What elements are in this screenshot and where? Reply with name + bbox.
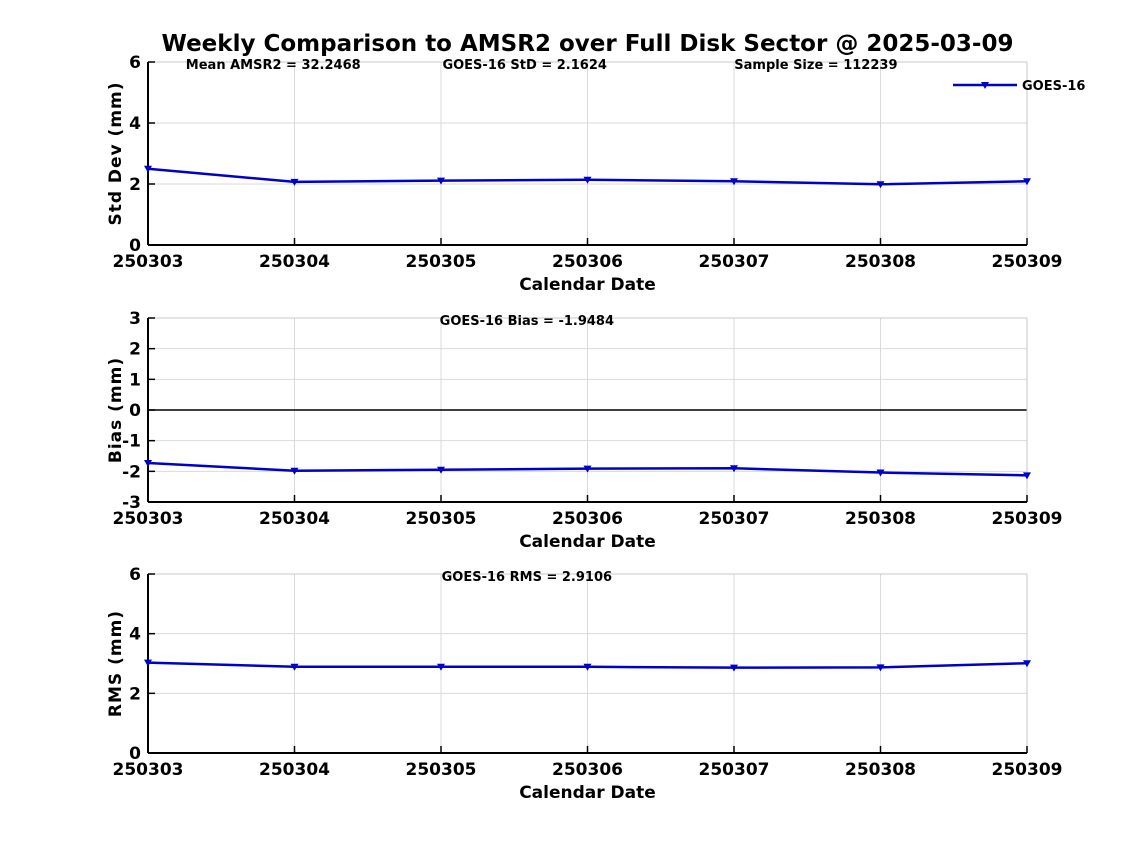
annotation-text: Sample Size = 112239	[734, 58, 897, 73]
x-tick-label: 250304	[259, 252, 330, 272]
y-tick-label: 2	[129, 340, 141, 360]
y-tick-label: 2	[129, 684, 141, 704]
x-tick-label: 250309	[992, 252, 1063, 272]
x-tick-label: 250305	[406, 252, 477, 272]
annotation-text: GOES-16 RMS = 2.9106	[442, 570, 612, 585]
y-tick-label: -1	[122, 432, 141, 452]
annotation-text: GOES-16 StD = 2.1624	[442, 58, 606, 73]
data-point-marker	[730, 664, 738, 672]
x-tick-label: 250306	[552, 252, 623, 272]
annotation-text: Mean AMSR2 = 32.2468	[186, 58, 361, 73]
data-point-marker	[1023, 660, 1031, 668]
x-tick-label: 250307	[699, 509, 770, 529]
x-axis-title: Calendar Date	[519, 275, 656, 295]
data-point-marker	[876, 181, 885, 189]
data-point-marker	[290, 178, 299, 186]
y-tick-label: -3	[122, 493, 141, 513]
legend-label: GOES-16	[1022, 79, 1085, 94]
x-tick-label: 250308	[845, 760, 916, 780]
figure-title: Weekly Comparison to AMSR2 over Full Dis…	[161, 31, 1014, 57]
y-tick-label: -2	[122, 462, 141, 482]
x-tick-label: 250308	[845, 509, 916, 529]
data-point-marker	[876, 664, 885, 672]
x-axis-title: Calendar Date	[519, 783, 656, 803]
y-tick-label: 0	[129, 401, 141, 421]
y-tick-label: 4	[129, 625, 141, 645]
data-point-marker	[583, 663, 592, 671]
x-tick-label: 250307	[699, 252, 770, 272]
chart-rms: 250303 250304 250305 250306 250307 250308 2503…	[106, 565, 1063, 803]
y-tick-label: 1	[129, 370, 141, 390]
y-tick-label: 0	[129, 744, 141, 764]
data-point-marker	[290, 663, 299, 671]
x-tick-label: 250307	[699, 760, 770, 780]
annotation-text: GOES-16 Bias = -1.9484	[440, 314, 614, 329]
legend-marker	[981, 82, 989, 89]
data-point-marker	[583, 465, 592, 473]
x-tick-label: 250306	[552, 760, 623, 780]
y-tick-label: 6	[129, 565, 141, 585]
x-tick-label: 250305	[406, 509, 477, 529]
data-point-marker	[144, 659, 152, 667]
x-tick-label: 250304	[259, 760, 330, 780]
data-point-marker	[437, 177, 445, 185]
data-point-marker	[730, 465, 738, 473]
data-point-marker	[1023, 178, 1031, 186]
x-tick-label: 250309	[992, 760, 1063, 780]
data-point-marker	[290, 467, 299, 475]
x-tick-label: 250303	[113, 760, 184, 780]
x-tick-label: 250309	[992, 509, 1063, 529]
x-tick-label: 250303	[113, 509, 184, 529]
y-tick-label: 3	[129, 309, 141, 329]
data-point-marker	[876, 469, 885, 477]
y-axis-title: Bias (mm)	[106, 357, 126, 463]
y-tick-label: 6	[129, 53, 141, 73]
y-axis-title: Std Dev (mm)	[106, 81, 126, 225]
x-axis-title: Calendar Date	[519, 532, 656, 552]
x-tick-label: 250305	[406, 760, 477, 780]
y-axis-title: RMS (mm)	[106, 610, 126, 717]
data-point-marker	[583, 176, 592, 184]
x-tick-label: 250308	[845, 252, 916, 272]
data-point-marker	[144, 460, 152, 468]
x-tick-label: 250303	[113, 252, 184, 272]
data-point-marker	[144, 165, 152, 173]
x-tick-label: 250304	[259, 509, 330, 529]
data-point-marker	[730, 178, 738, 186]
x-tick-label: 250306	[552, 509, 623, 529]
chart-std-dev: 250303 250304 250305 250306 250307 250308 2503…	[106, 53, 1085, 295]
data-point-marker	[1023, 472, 1031, 480]
y-tick-label: 0	[129, 236, 141, 256]
chart-bias: 250303 250304 250305 250306 250307 250308 2503…	[106, 309, 1063, 552]
data-point-marker	[437, 466, 445, 474]
y-tick-label: 4	[129, 114, 141, 134]
y-tick-label: 2	[129, 175, 141, 195]
data-point-marker	[437, 663, 445, 671]
